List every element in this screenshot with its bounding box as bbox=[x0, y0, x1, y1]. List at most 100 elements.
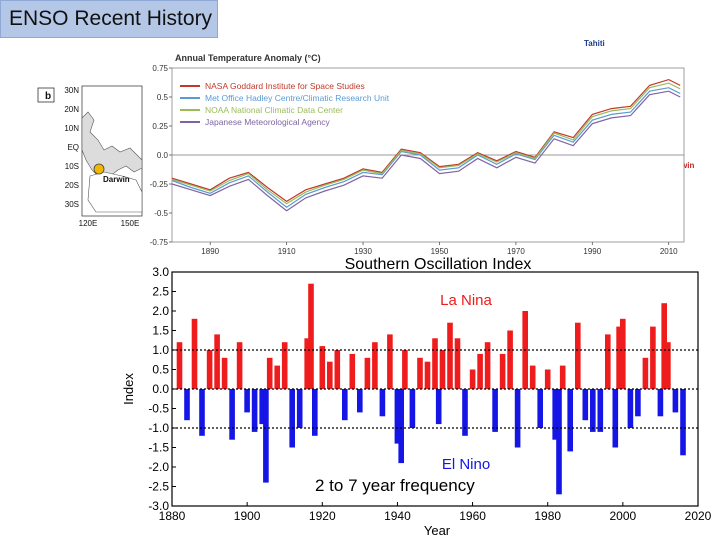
soi-bar bbox=[672, 389, 679, 413]
soi-bar bbox=[236, 342, 243, 389]
soi-bar bbox=[191, 318, 198, 389]
soi-x-tick-label: 1960 bbox=[459, 509, 486, 523]
map-inset: b Darwin Tahiti win 30N 20N 10N EQ 10S 20S 30S… bbox=[37, 39, 694, 228]
temp-x-tick-label: 1890 bbox=[201, 247, 219, 256]
soi-x-axis-label: Year bbox=[424, 523, 451, 538]
soi-x-tick-label: 1980 bbox=[534, 509, 561, 523]
soi-y-tick-label: 2.0 bbox=[152, 304, 169, 318]
soi-bar bbox=[665, 342, 671, 389]
temp-y-tick-label: 0.25 bbox=[152, 122, 168, 131]
soi-bar bbox=[462, 389, 468, 436]
temp-legend-label: NOAA National Climatic Data Center bbox=[205, 105, 343, 115]
soi-bar bbox=[492, 389, 498, 432]
darwin-marker bbox=[93, 163, 105, 175]
soi-bar bbox=[650, 326, 656, 389]
soi-bar bbox=[627, 389, 634, 428]
soi-y-tick-label: 1.0 bbox=[152, 343, 169, 357]
temperature-chart: Annual Temperature Anomaly (°C) 0.75 0.5 0… bbox=[150, 53, 685, 256]
map-lat-label: 10S bbox=[65, 162, 79, 171]
soi-y-tick-label: 0.5 bbox=[152, 363, 169, 377]
temp-x-tick-label: 1950 bbox=[431, 247, 449, 256]
soi-bar bbox=[274, 365, 280, 389]
soi-bar bbox=[680, 389, 686, 456]
soi-y-tick-label: 1.5 bbox=[152, 324, 169, 338]
temp-series-line bbox=[171, 78, 681, 203]
slide-title-box: ENSO Recent History bbox=[0, 0, 218, 38]
map-panel-label: b bbox=[45, 91, 51, 102]
temp-x-tick-label: 1990 bbox=[583, 247, 601, 256]
soi-bar bbox=[229, 389, 235, 440]
soi-bar bbox=[597, 389, 604, 432]
soi-x-tick-label: 1920 bbox=[309, 509, 336, 523]
soi-bar bbox=[221, 357, 228, 389]
soi-bar bbox=[507, 330, 513, 389]
map-lat-label: EQ bbox=[67, 143, 79, 152]
soi-y-tick-label: -3.0 bbox=[148, 499, 169, 513]
soi-bar bbox=[582, 389, 589, 421]
soi-bar bbox=[620, 318, 626, 389]
soi-bar bbox=[214, 334, 220, 389]
temp-y-tick-label: 0.0 bbox=[157, 151, 169, 160]
soi-bar bbox=[439, 350, 446, 389]
soi-bar bbox=[304, 338, 310, 389]
soi-bar bbox=[657, 389, 664, 417]
soi-bar bbox=[342, 389, 348, 421]
map-australia bbox=[87, 171, 143, 213]
map-lon-label: 150E bbox=[121, 219, 140, 228]
soi-chart: Southern Oscillation Index 3.0 2.5 2.0 1.5 1… bbox=[121, 256, 712, 538]
soi-bar bbox=[484, 342, 491, 389]
map-lat-label: 30N bbox=[64, 86, 79, 95]
soi-bar bbox=[432, 338, 438, 389]
soi-bar bbox=[349, 353, 356, 389]
soi-bar bbox=[612, 389, 619, 448]
soi-bar bbox=[559, 365, 566, 389]
soi-bar bbox=[642, 357, 649, 389]
soi-bar bbox=[435, 389, 442, 425]
soi-bar bbox=[635, 389, 641, 417]
truncated-map-text: win bbox=[680, 161, 694, 170]
soi-bar bbox=[409, 389, 416, 428]
soi-bar bbox=[529, 365, 536, 389]
soi-bar bbox=[514, 389, 521, 448]
temp-series-line bbox=[171, 82, 681, 205]
soi-bar bbox=[447, 322, 453, 389]
soi-bar bbox=[544, 369, 551, 389]
soi-bar bbox=[469, 369, 476, 389]
soi-y-tick-label: -0.5 bbox=[148, 402, 169, 416]
soi-chart-title: Southern Oscillation Index bbox=[345, 256, 532, 273]
soi-x-tick-label: 2000 bbox=[610, 509, 637, 523]
soi-bar bbox=[206, 350, 213, 389]
map-lat-label: 30S bbox=[65, 200, 79, 209]
soi-y-axis-label: Index bbox=[121, 373, 136, 405]
soi-bar bbox=[266, 357, 273, 389]
soi-bar bbox=[372, 342, 378, 389]
soi-bar bbox=[394, 389, 401, 444]
temp-legend-label: NASA Goddard Institute for Space Studies bbox=[205, 81, 365, 91]
soi-bar bbox=[244, 389, 250, 413]
map-lon-label: 120E bbox=[79, 219, 98, 228]
temp-y-tick-label: -0.25 bbox=[150, 180, 169, 189]
temp-legend-label: Japanese Meteorological Agency bbox=[205, 117, 330, 127]
soi-bar bbox=[312, 389, 318, 436]
map-lat-label: 20N bbox=[64, 105, 79, 114]
temp-x-tick-label: 1970 bbox=[507, 247, 525, 256]
slide-title: ENSO Recent History bbox=[9, 7, 213, 30]
frequency-text: 2 to 7 year frequency bbox=[315, 476, 475, 495]
frequency-callout: 2 to 7 year frequency bbox=[309, 474, 513, 500]
soi-bar bbox=[590, 389, 596, 432]
temp-x-tick-label: 1910 bbox=[278, 247, 296, 256]
temp-series-line bbox=[171, 87, 681, 208]
soi-bar bbox=[605, 334, 611, 389]
soi-bar bbox=[379, 389, 386, 417]
soi-bar bbox=[661, 303, 667, 389]
soi-bar bbox=[176, 342, 183, 389]
soi-bar bbox=[281, 342, 288, 389]
soi-bar bbox=[537, 389, 543, 428]
soi-bar bbox=[398, 389, 404, 464]
tahiti-label: Tahiti bbox=[584, 39, 605, 48]
soi-y-tick-label: 2.5 bbox=[152, 285, 169, 299]
soi-x-tick-label: 1940 bbox=[384, 509, 411, 523]
soi-x-tick-label: 1880 bbox=[159, 509, 186, 523]
temp-y-tick-label: 0.5 bbox=[157, 93, 169, 102]
